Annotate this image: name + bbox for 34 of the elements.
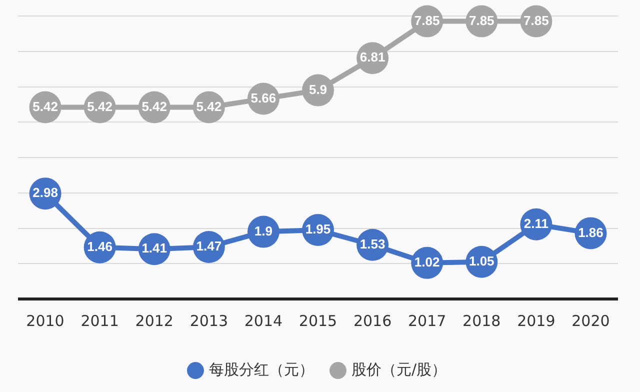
data-label: 1.41	[142, 240, 168, 256]
legend-label: 股价（元/股）	[351, 360, 447, 378]
x-tick-label: 2017	[408, 312, 446, 330]
data-label: 6.81	[360, 50, 386, 65]
x-tick-label: 2014	[244, 312, 283, 330]
x-tick-label: 2015	[298, 312, 338, 330]
x-tick-label: 2012	[135, 312, 174, 330]
data-label: 1.95	[305, 222, 331, 237]
data-label: 5.42	[142, 98, 168, 114]
x-tick-label: 2013	[190, 312, 228, 330]
data-label: 5.42	[196, 98, 222, 114]
data-label: 7.85	[468, 12, 494, 28]
data-label: 5.66	[250, 90, 276, 106]
data-label: 7.85	[414, 12, 440, 28]
x-tick-label: 2010	[26, 312, 64, 330]
data-label: 1.47	[196, 238, 222, 254]
data-label: 7.85	[524, 12, 549, 28]
data-label: 1.9	[254, 223, 272, 238]
data-label: 5.9	[308, 82, 328, 97]
data-label: 5.42	[87, 98, 112, 114]
x-tick-label: 2016	[353, 312, 392, 330]
data-label: 5.42	[32, 98, 58, 114]
data-label: 1.05	[468, 253, 494, 268]
x-tick-label: 2019	[517, 312, 556, 330]
data-label: 2.98	[32, 185, 58, 200]
data-label: 1.46	[87, 238, 112, 254]
legend-label: 每股分红（元）	[208, 360, 314, 378]
x-tick-label: 2020	[572, 312, 610, 330]
x-tick-label: 2011	[80, 312, 119, 330]
data-label: 1.86	[578, 224, 604, 240]
data-label: 1.02	[414, 254, 440, 270]
data-label: 1.53	[360, 236, 386, 252]
data-label: 2.11	[524, 216, 548, 231]
x-tick-label: 2018	[462, 312, 501, 330]
